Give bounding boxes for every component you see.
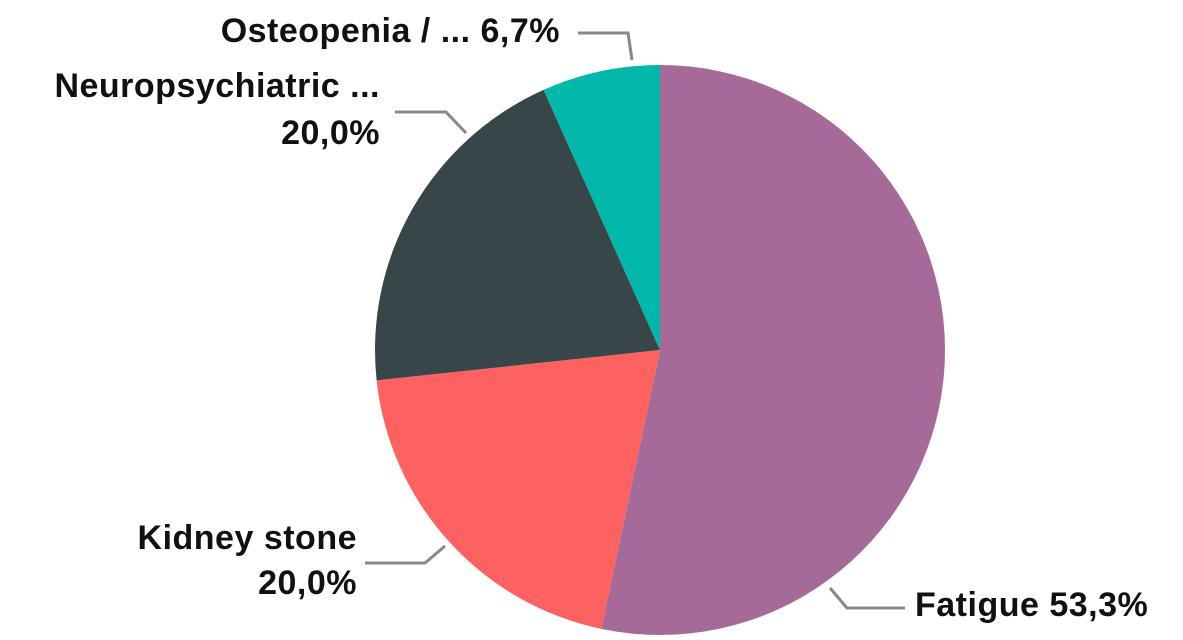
pie-slice: [543, 65, 660, 350]
leader-line: [395, 110, 468, 135]
category-label: Neuropsychiatric ...: [54, 67, 380, 105]
leader-line: [828, 587, 905, 610]
category-label: Kidney stone: [138, 519, 357, 557]
pie-slice: [601, 65, 945, 635]
value-label: 20,0%: [281, 114, 380, 152]
slice-label: Osteopenia / ... 6,7%: [221, 12, 560, 50]
slice-label: Fatigue 53,3%: [915, 586, 1148, 624]
value-label: 20,0%: [258, 564, 357, 602]
value-label: 6,7%: [481, 12, 561, 50]
pie-slice: [376, 350, 660, 629]
category-label: Osteopenia / ...: [221, 12, 471, 50]
category-label: Fatigue: [915, 586, 1039, 624]
pie-slice: [375, 89, 660, 381]
leader-line: [365, 544, 446, 565]
leader-line: [578, 31, 634, 61]
value-label: 53,3%: [1049, 586, 1148, 624]
